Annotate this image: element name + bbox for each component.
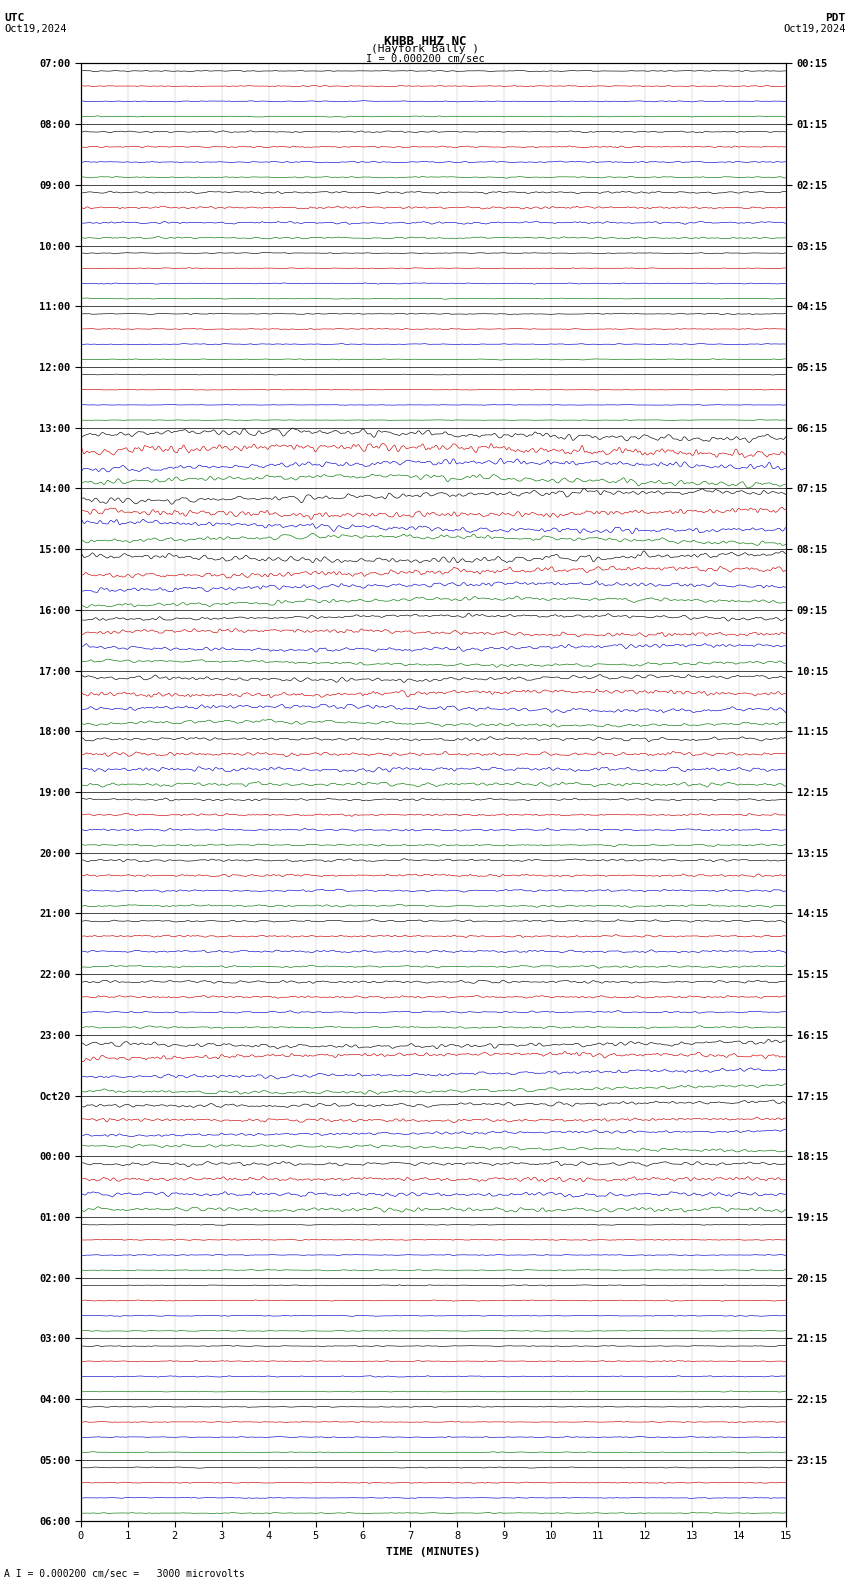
Text: UTC: UTC (4, 13, 25, 22)
Text: (Hayfork Bally ): (Hayfork Bally ) (371, 44, 479, 54)
Text: KHBB HHZ NC: KHBB HHZ NC (383, 35, 467, 48)
X-axis label: TIME (MINUTES): TIME (MINUTES) (386, 1546, 481, 1557)
Text: A I = 0.000200 cm/sec =   3000 microvolts: A I = 0.000200 cm/sec = 3000 microvolts (4, 1570, 245, 1579)
Text: Oct19,2024: Oct19,2024 (4, 24, 67, 33)
Text: PDT: PDT (825, 13, 846, 22)
Text: Oct19,2024: Oct19,2024 (783, 24, 846, 33)
Text: I = 0.000200 cm/sec: I = 0.000200 cm/sec (366, 54, 484, 63)
